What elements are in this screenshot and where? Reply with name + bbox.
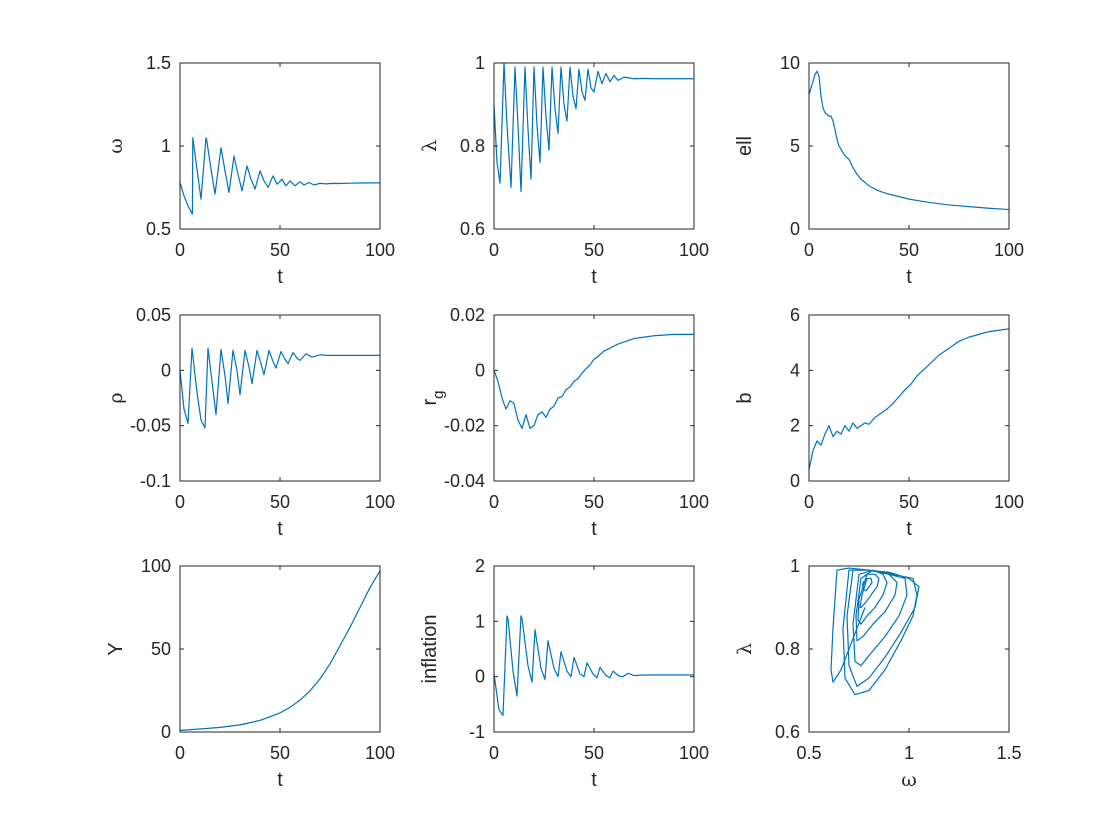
y-tick-label: 50 xyxy=(151,639,171,659)
y-tick-label: 1.5 xyxy=(146,53,171,73)
y-tick-label: 0 xyxy=(790,471,800,491)
y-tick-label: 0.8 xyxy=(775,639,800,659)
series-line xyxy=(179,137,380,215)
x-axis-label: t xyxy=(277,769,283,791)
y-tick-label: 2 xyxy=(475,556,485,576)
series-line xyxy=(493,62,694,193)
x-tick-label: 1 xyxy=(904,743,914,763)
x-tick-label: 100 xyxy=(365,240,395,260)
y-tick-label: 0.05 xyxy=(136,305,171,325)
series-line xyxy=(808,328,1010,471)
y-tick-label: 100 xyxy=(141,556,171,576)
y-axis-label: inflation xyxy=(419,615,441,684)
x-tick-label: 100 xyxy=(679,240,709,260)
y-tick-label: 10 xyxy=(780,53,800,73)
series-line xyxy=(179,570,381,731)
x-tick-label: 0 xyxy=(175,492,185,512)
y-axis-label: λ xyxy=(734,643,756,655)
x-tick-label: 0 xyxy=(489,492,499,512)
x-tick-label: 50 xyxy=(270,240,290,260)
y-tick-label: 6 xyxy=(790,305,800,325)
x-tick-label: 50 xyxy=(899,492,919,512)
y-tick-label: 1 xyxy=(475,53,485,73)
y-tick-label: 2 xyxy=(790,416,800,436)
x-tick-label: 0 xyxy=(804,492,814,512)
x-tick-label: 100 xyxy=(365,743,395,763)
y-axis-label: rg xyxy=(419,390,447,405)
y-tick-label: -1 xyxy=(469,722,485,742)
x-axis-label: t xyxy=(906,266,912,288)
y-tick-label: 1 xyxy=(790,556,800,576)
x-axis-label: t xyxy=(591,518,597,540)
y-tick-label: 1 xyxy=(475,611,485,631)
y-tick-label: 0.5 xyxy=(146,219,171,239)
subplot-3: 0 50 100 0 5 10 t ell xyxy=(734,53,1024,288)
x-tick-label: 50 xyxy=(270,743,290,763)
y-axis-label: ell xyxy=(734,136,756,156)
y-tick-label: 0.6 xyxy=(460,219,485,239)
x-tick-label: 50 xyxy=(270,492,290,512)
y-tick-label: -0.02 xyxy=(444,416,485,436)
x-tick-label: 1.5 xyxy=(996,743,1021,763)
subplot-5: 0 50 100 -0.04 -0.02 0 0.02 t rg xyxy=(419,305,709,540)
x-tick-label: 0.5 xyxy=(796,743,821,763)
x-axis-label: t xyxy=(277,266,283,288)
y-tick-label: -0.1 xyxy=(140,471,171,491)
x-tick-label: 0 xyxy=(489,743,499,763)
subplot-9: 0.5 1 1.5 0.6 0.8 1 ω λ xyxy=(734,556,1022,791)
y-tick-label: 1 xyxy=(161,136,171,156)
y-tick-label: -0.04 xyxy=(444,471,485,491)
subplot-7: 0 50 100 0 50 100 t Y xyxy=(105,556,395,791)
subplot-1: 0 50 100 0.5 1 1.5 t ω xyxy=(105,53,395,288)
x-tick-label: 50 xyxy=(584,492,604,512)
y-tick-label: 0.6 xyxy=(775,722,800,742)
y-axis-label: ρ xyxy=(105,392,127,403)
series-line xyxy=(808,70,1010,211)
x-tick-label: 50 xyxy=(584,240,604,260)
y-tick-label: 0 xyxy=(790,219,800,239)
y-tick-label: 0 xyxy=(161,360,171,380)
y-axis-label: λ xyxy=(419,140,441,152)
x-tick-label: 50 xyxy=(584,743,604,763)
x-tick-label: 100 xyxy=(679,743,709,763)
x-axis-label: t xyxy=(591,769,597,791)
y-tick-label: 0.8 xyxy=(460,136,485,156)
subplot-2: 0 50 100 0.6 0.8 1 t λ xyxy=(419,53,709,288)
y-axis-label: ω xyxy=(105,138,127,154)
x-tick-label: 0 xyxy=(804,240,814,260)
series-line xyxy=(493,333,694,430)
x-axis-label: t xyxy=(906,518,912,540)
x-tick-label: 100 xyxy=(365,492,395,512)
x-tick-label: 0 xyxy=(175,743,185,763)
series-line xyxy=(179,347,380,429)
x-axis-label: t xyxy=(591,266,597,288)
x-axis-label: t xyxy=(277,518,283,540)
y-tick-label: 0 xyxy=(161,722,171,742)
y-tick-label: -0.05 xyxy=(130,416,171,436)
x-tick-label: 100 xyxy=(994,240,1024,260)
x-tick-label: 0 xyxy=(489,240,499,260)
y-axis-label: Y xyxy=(105,642,127,655)
y-tick-label: 5 xyxy=(790,136,800,156)
y-tick-label: 0.02 xyxy=(450,305,485,325)
y-axis-label: b xyxy=(734,392,756,403)
x-tick-label: 50 xyxy=(899,240,919,260)
y-tick-label: 0 xyxy=(475,360,485,380)
series-line xyxy=(830,567,920,696)
x-tick-label: 100 xyxy=(679,492,709,512)
y-tick-label: 4 xyxy=(790,360,800,380)
x-tick-label: 100 xyxy=(994,492,1024,512)
y-tick-label: 0 xyxy=(475,667,485,687)
x-axis-label: ω xyxy=(901,769,917,791)
series-line xyxy=(493,615,694,716)
subplot-4: 0 50 100 -0.1 -0.05 0 0.05 t ρ xyxy=(105,305,395,540)
subplot-6: 0 50 100 0 2 4 6 t b xyxy=(734,305,1024,540)
x-tick-label: 0 xyxy=(175,240,185,260)
